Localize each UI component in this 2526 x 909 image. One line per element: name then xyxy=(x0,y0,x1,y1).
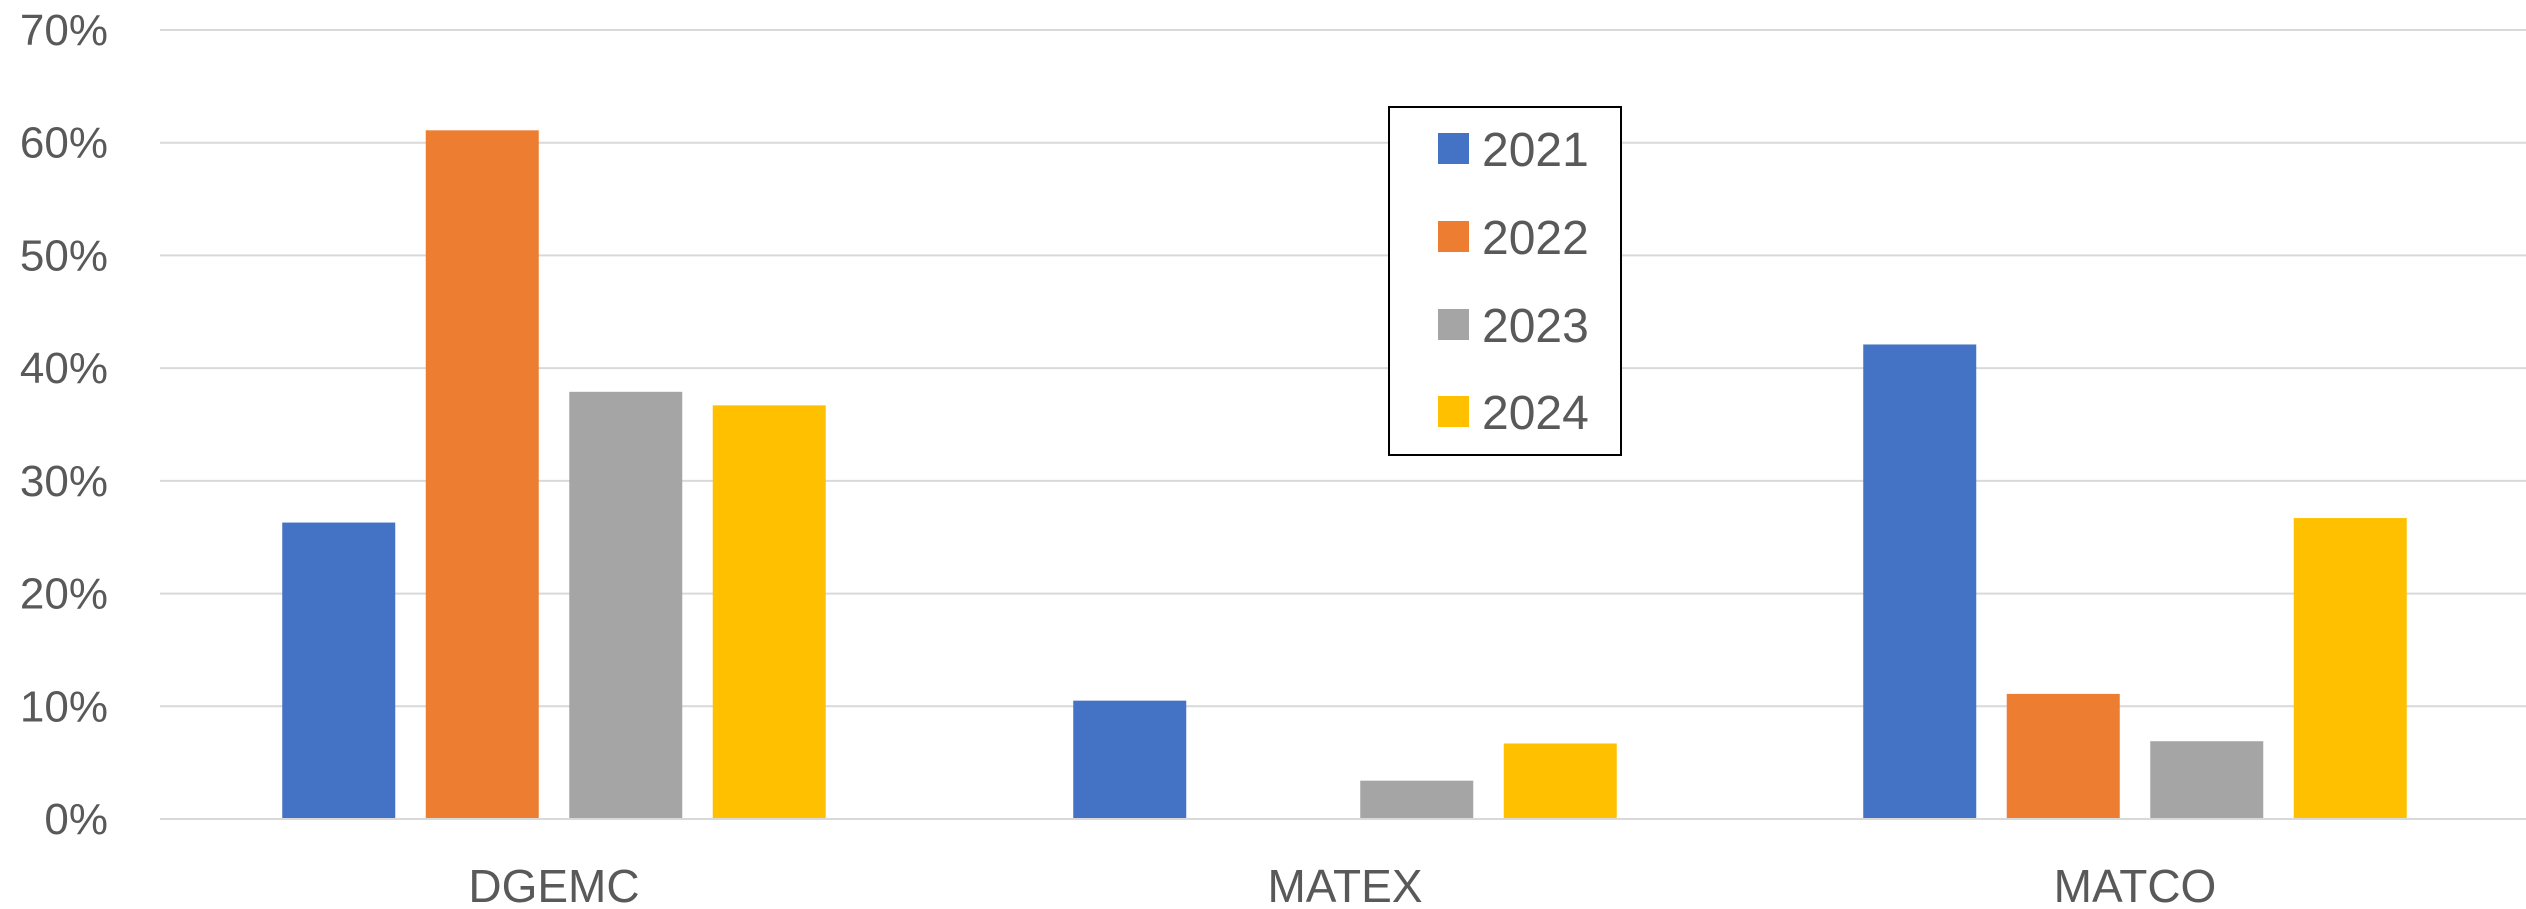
y-tick-label: 60% xyxy=(20,119,108,168)
category-label: MATCO xyxy=(2054,860,2217,909)
gridlines xyxy=(160,29,2526,708)
legend-item-2022: 2022 xyxy=(1438,212,1589,265)
y-tick-label: 50% xyxy=(20,231,108,280)
bar-matco-2024 xyxy=(2293,518,2407,819)
category-label: MATEX xyxy=(1267,860,1422,909)
y-tick-label: 70% xyxy=(20,6,108,55)
bar-matco-2022 xyxy=(2006,693,2120,819)
legend-label: 2022 xyxy=(1482,212,1589,265)
legend-label: 2023 xyxy=(1482,300,1589,353)
bar-dgemc-2023 xyxy=(569,391,683,819)
legend-item-2023: 2023 xyxy=(1438,300,1589,353)
bars xyxy=(282,130,2407,819)
bar-dgemc-2024 xyxy=(712,405,826,819)
y-tick-label: 10% xyxy=(20,682,108,731)
bar-matex-2021 xyxy=(1073,700,1187,819)
bar-dgemc-2021 xyxy=(282,522,396,819)
legend-item-2021: 2021 xyxy=(1438,124,1589,177)
bar-dgemc-2022 xyxy=(425,130,539,819)
legend-swatch xyxy=(1438,396,1469,427)
y-tick-label: 0% xyxy=(44,795,108,844)
bar-matex-2023 xyxy=(1360,780,1474,819)
bar-matco-2023 xyxy=(2150,741,2264,819)
legend-swatch xyxy=(1438,309,1469,340)
legend-label: 2021 xyxy=(1482,124,1589,177)
category-label: DGEMC xyxy=(468,860,639,909)
bar-matco-2021 xyxy=(1863,344,1977,819)
bar-matex-2024 xyxy=(1503,743,1617,819)
legend-label: 2024 xyxy=(1482,387,1589,440)
y-tick-label: 40% xyxy=(20,344,108,393)
y-axis-tick-labels: 0% 10% 20% 30% 40% 50% 60% 70% xyxy=(20,6,108,844)
legend-item-2024: 2024 xyxy=(1438,387,1589,440)
legend: 2021 2022 2023 2024 xyxy=(1388,106,1622,456)
category-labels: DGEMC MATEX MATCO xyxy=(468,860,2216,909)
legend-box xyxy=(1388,106,1622,456)
y-tick-label: 20% xyxy=(20,570,108,619)
legend-swatch xyxy=(1438,133,1469,164)
y-tick-label: 30% xyxy=(20,457,108,506)
legend-swatch xyxy=(1438,221,1469,252)
